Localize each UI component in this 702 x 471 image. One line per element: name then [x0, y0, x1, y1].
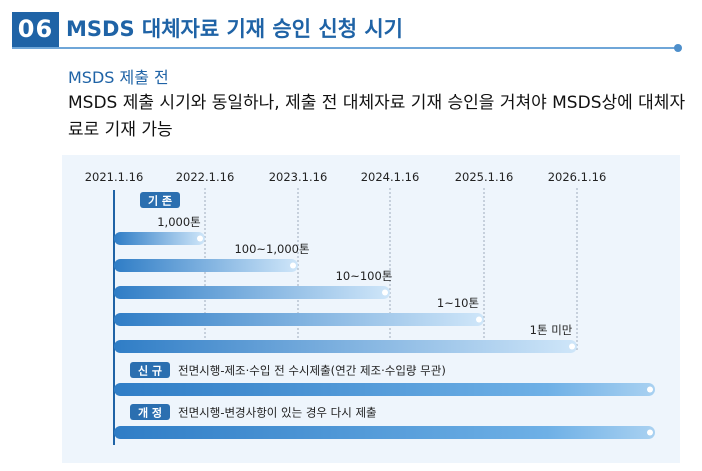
- subheading: MSDS 제출 전: [68, 68, 169, 87]
- section-title: MSDS 대체자료 기재 승인 신청 시기: [66, 17, 403, 41]
- date-label: 2025.1.16: [455, 170, 514, 184]
- header-divider: [12, 47, 678, 49]
- new-badge: 신 규: [138, 364, 162, 378]
- existing-bar: [114, 259, 298, 272]
- existing-bar-end: [569, 343, 575, 350]
- revision-description: 전면시행-변경사항이 있는 경우 다시 제출: [178, 406, 377, 420]
- new-bar: [114, 383, 655, 396]
- header-divider-dot: [674, 44, 682, 52]
- description: MSDS 제출 시기와 동일하나, 제출 전 대체자료 기재 승인을 거쳐야 M…: [68, 93, 686, 140]
- existing-bar-end: [382, 289, 388, 296]
- existing-bar-end: [476, 316, 482, 323]
- date-label: 2026.1.16: [548, 170, 607, 184]
- existing-bar: [114, 232, 205, 245]
- new-badge-box: [130, 362, 170, 378]
- revision-bar-end: [647, 429, 653, 436]
- revision-bar: [114, 426, 655, 439]
- existing-bar-label: 1~10톤: [437, 296, 479, 310]
- existing-bar-label: 10~100톤: [336, 269, 393, 283]
- new-description: 전면시행-제조·수입 전 수시제출(연간 제조·수입량 무관): [178, 364, 446, 378]
- existing-bar: [114, 286, 390, 299]
- existing-bar: [114, 340, 577, 353]
- existing-bar-end: [197, 235, 203, 242]
- date-label: 2023.1.16: [269, 170, 328, 184]
- existing-bar: [114, 313, 484, 326]
- section-number: 06: [12, 12, 59, 47]
- revision-badge-box: [130, 404, 170, 420]
- existing-bar-label: 1,000톤: [157, 215, 201, 229]
- existing-bar-end: [290, 262, 296, 269]
- revision-badge: 개 정: [138, 406, 162, 420]
- date-label: 2021.1.16: [85, 170, 144, 184]
- date-label: 2024.1.16: [361, 170, 420, 184]
- existing-badge: 기 존: [148, 194, 172, 208]
- existing-bar-label: 100~1,000톤: [234, 242, 309, 256]
- existing-bar-label: 1톤 미만: [530, 323, 573, 337]
- new-bar-end: [647, 386, 653, 393]
- date-label: 2022.1.16: [176, 170, 235, 184]
- existing-badge-box: [140, 192, 180, 208]
